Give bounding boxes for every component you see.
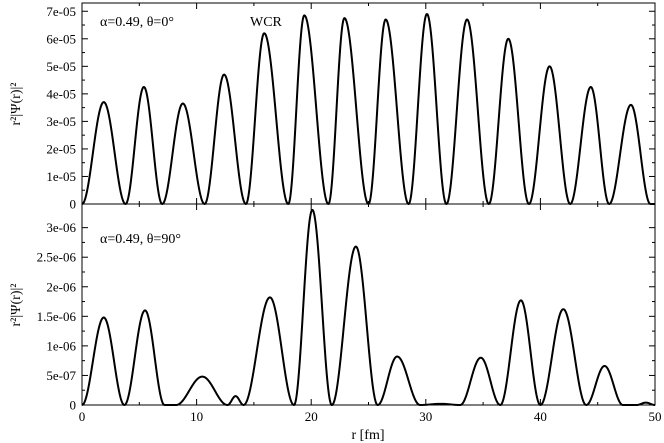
curves-layer <box>81 13 656 406</box>
bottom-density-curve <box>81 208 656 406</box>
bottom-ytick-label: 2e-06 <box>46 279 76 294</box>
top-ytick-label: 1e-05 <box>46 169 76 184</box>
top-ytick-label: 6e-05 <box>46 31 76 46</box>
top-density-curve <box>81 13 656 205</box>
ticks-layer: 0 1e-05 2e-05 3e-05 4e-05 5e-05 6e-05 7e-05 0 10 2… <box>37 3 662 424</box>
bottom-ytick-label: 3e-06 <box>46 220 76 235</box>
top-ylabel: r²|Ψ(r)|² <box>9 83 24 126</box>
bottom-ytick-label: 0 <box>70 398 77 413</box>
bottom-ytick-label: 5e-07 <box>46 368 76 383</box>
bottom-ytick-label: 1e-06 <box>46 338 76 353</box>
top-panel-frame <box>81 2 656 205</box>
bottom-xtick-label: 30 <box>419 409 432 424</box>
top-ytick-label: 5e-05 <box>46 59 76 74</box>
bottom-params-annotation: α=0.49, θ=90° <box>100 232 181 247</box>
top-params-annotation: α=0.49, θ=0° <box>100 15 174 30</box>
top-ytick-label: 2e-05 <box>46 141 76 156</box>
top-ytick-label: 7e-05 <box>46 4 76 19</box>
bottom-xtick-label: 0 <box>79 409 86 424</box>
bottom-xtick-label: 10 <box>190 409 203 424</box>
bottom-xtick-label: 20 <box>305 409 318 424</box>
top-wcr-annotation: WCR <box>250 15 283 30</box>
x-axis-title: r [fm] <box>351 428 384 443</box>
top-ytick-label: 3e-05 <box>46 114 76 129</box>
top-ytick-label: 0 <box>70 197 77 212</box>
bottom-xtick-label: 40 <box>534 409 547 424</box>
top-ytick-label: 4e-05 <box>46 86 76 101</box>
bottom-ytick-label: 2.5e-06 <box>37 250 77 265</box>
bottom-ytick-label: 1.5e-06 <box>37 309 77 324</box>
bottom-ylabel: r²|Ψ(r)|² <box>9 284 24 327</box>
bottom-xtick-label: 50 <box>649 409 662 424</box>
